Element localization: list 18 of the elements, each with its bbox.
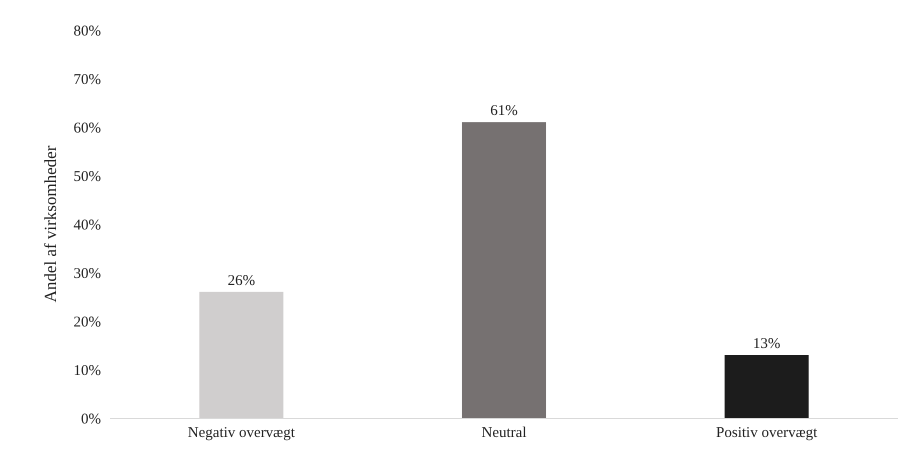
y-tick-label: 0% [81,411,101,428]
data-label: 13% [752,336,780,352]
y-tick-label: 10% [74,362,101,379]
y-tick-label: 50% [74,168,101,185]
bar [462,122,546,418]
y-tick-label: 80% [74,23,101,40]
y-tick-label: 40% [74,217,101,234]
y-tick-label: 70% [74,72,101,88]
data-label: 61% [490,103,518,120]
x-tick-label: Negativ overvægt [188,425,296,441]
bar [724,354,809,418]
y-tick-label: 20% [74,314,101,330]
y-tick-label: 30% [74,266,101,282]
data-label: 26% [228,272,256,289]
y-axis-title: Andel af virksomheder [41,145,60,302]
y-tick-label: 60% [74,120,101,136]
x-tick-label: Neutral [482,425,526,441]
x-tick-label: Positiv overvægt [716,425,818,441]
